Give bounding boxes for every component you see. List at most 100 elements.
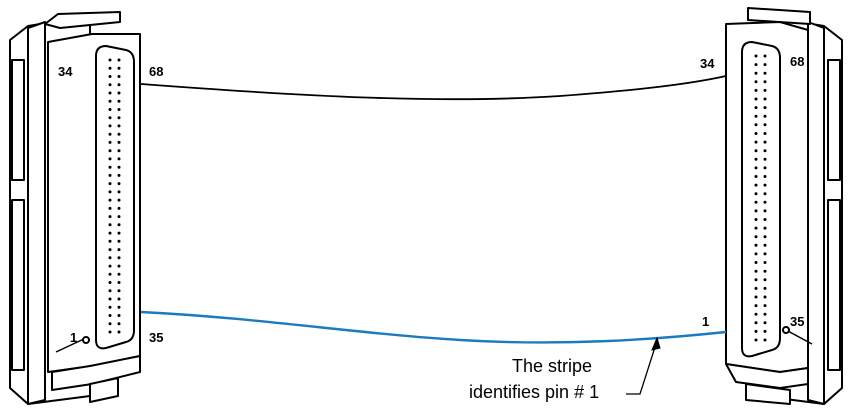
left-pin <box>108 149 112 153</box>
right-pin <box>763 261 767 264</box>
right-pin <box>763 269 767 273</box>
right-pin <box>754 209 758 213</box>
right-pin <box>763 140 767 144</box>
right-pin <box>754 200 758 204</box>
right-pin <box>763 243 767 247</box>
right-pin-1-label: 1 <box>702 314 709 329</box>
right-pin <box>763 329 767 333</box>
right-pin <box>754 140 758 144</box>
right-latch-top <box>827 59 841 181</box>
callout-line-2: identifies pin # 1 <box>469 382 599 402</box>
right-pin <box>763 88 767 92</box>
right-pin <box>754 252 758 256</box>
left-pin <box>117 173 121 177</box>
right-bottom-foot <box>725 363 809 389</box>
left-pin <box>117 281 121 284</box>
right-pin <box>763 54 767 58</box>
left-pin <box>117 116 121 120</box>
right-pin <box>763 149 767 153</box>
left-pin <box>108 256 112 260</box>
right-pin-68-label: 68 <box>790 54 804 69</box>
left-pin <box>117 149 121 153</box>
left-shell-mid <box>27 21 46 405</box>
left-pin <box>117 272 121 276</box>
left-pin <box>108 272 112 276</box>
right-pin <box>763 235 767 239</box>
right-pin <box>754 149 758 153</box>
left-pin <box>117 322 121 326</box>
left-pin <box>108 223 112 227</box>
left-key-line <box>55 337 87 353</box>
left-pin <box>117 157 121 161</box>
right-pin <box>754 183 758 187</box>
right-shell-mid <box>807 21 825 405</box>
right-pin <box>763 106 767 110</box>
left-pin <box>108 75 112 78</box>
left-pin <box>117 231 121 235</box>
left-bottom-foot-2 <box>89 377 119 403</box>
left-pin-grid <box>108 58 121 334</box>
left-top-tab <box>44 11 121 29</box>
left-bottom-foot <box>51 355 141 391</box>
left-pin <box>108 132 112 136</box>
right-pin <box>763 338 767 342</box>
left-pin <box>108 215 112 219</box>
right-pin <box>754 338 758 342</box>
right-pin <box>763 166 767 170</box>
left-pin <box>108 297 112 301</box>
left-pin <box>117 305 121 309</box>
right-pin <box>763 132 767 135</box>
right-pin <box>754 329 758 333</box>
left-pin <box>108 99 112 103</box>
right-pin <box>763 295 767 299</box>
right-pin <box>763 192 767 196</box>
left-pin <box>108 165 112 169</box>
left-pin <box>117 239 121 243</box>
left-key-dot <box>82 336 90 344</box>
left-pin <box>108 198 112 202</box>
left-pin <box>108 190 112 194</box>
right-pin <box>754 192 758 196</box>
right-pin <box>763 183 767 187</box>
right-pin <box>763 209 767 213</box>
left-pin <box>117 124 121 128</box>
right-key-line <box>785 329 813 345</box>
right-pin <box>763 175 767 178</box>
left-pin <box>108 305 112 309</box>
right-pin <box>763 278 767 282</box>
left-pin <box>108 173 112 177</box>
left-pin <box>108 124 112 128</box>
left-pin-68-label: 68 <box>149 64 163 79</box>
left-pin <box>108 157 112 161</box>
left-pin <box>108 248 112 252</box>
right-latch-bottom <box>827 199 841 371</box>
left-pin <box>117 75 121 78</box>
left-pin-35-label: 35 <box>149 330 163 345</box>
left-pin-1-label: 1 <box>70 330 77 345</box>
right-pin <box>763 218 767 221</box>
left-pin <box>117 108 121 111</box>
right-pin <box>754 226 758 230</box>
left-pin <box>117 223 121 227</box>
callout-arrowhead <box>651 336 661 351</box>
left-pin <box>117 215 121 219</box>
right-pin <box>754 235 758 239</box>
right-pin <box>763 157 767 161</box>
left-pin <box>117 264 121 268</box>
right-key-dot <box>782 326 790 334</box>
left-pin <box>108 314 112 317</box>
left-pin <box>117 330 121 334</box>
right-pin <box>754 63 758 67</box>
left-pin <box>117 190 121 194</box>
left-latch-bottom <box>11 199 25 371</box>
right-pin <box>754 278 758 282</box>
right-pin <box>763 123 767 127</box>
left-pin <box>108 289 112 293</box>
left-pin <box>117 140 121 144</box>
left-pin <box>108 264 112 268</box>
left-pin <box>108 322 112 326</box>
right-pin <box>763 286 767 290</box>
right-pin <box>754 218 758 221</box>
left-pin <box>117 58 121 62</box>
left-pin <box>108 281 112 284</box>
